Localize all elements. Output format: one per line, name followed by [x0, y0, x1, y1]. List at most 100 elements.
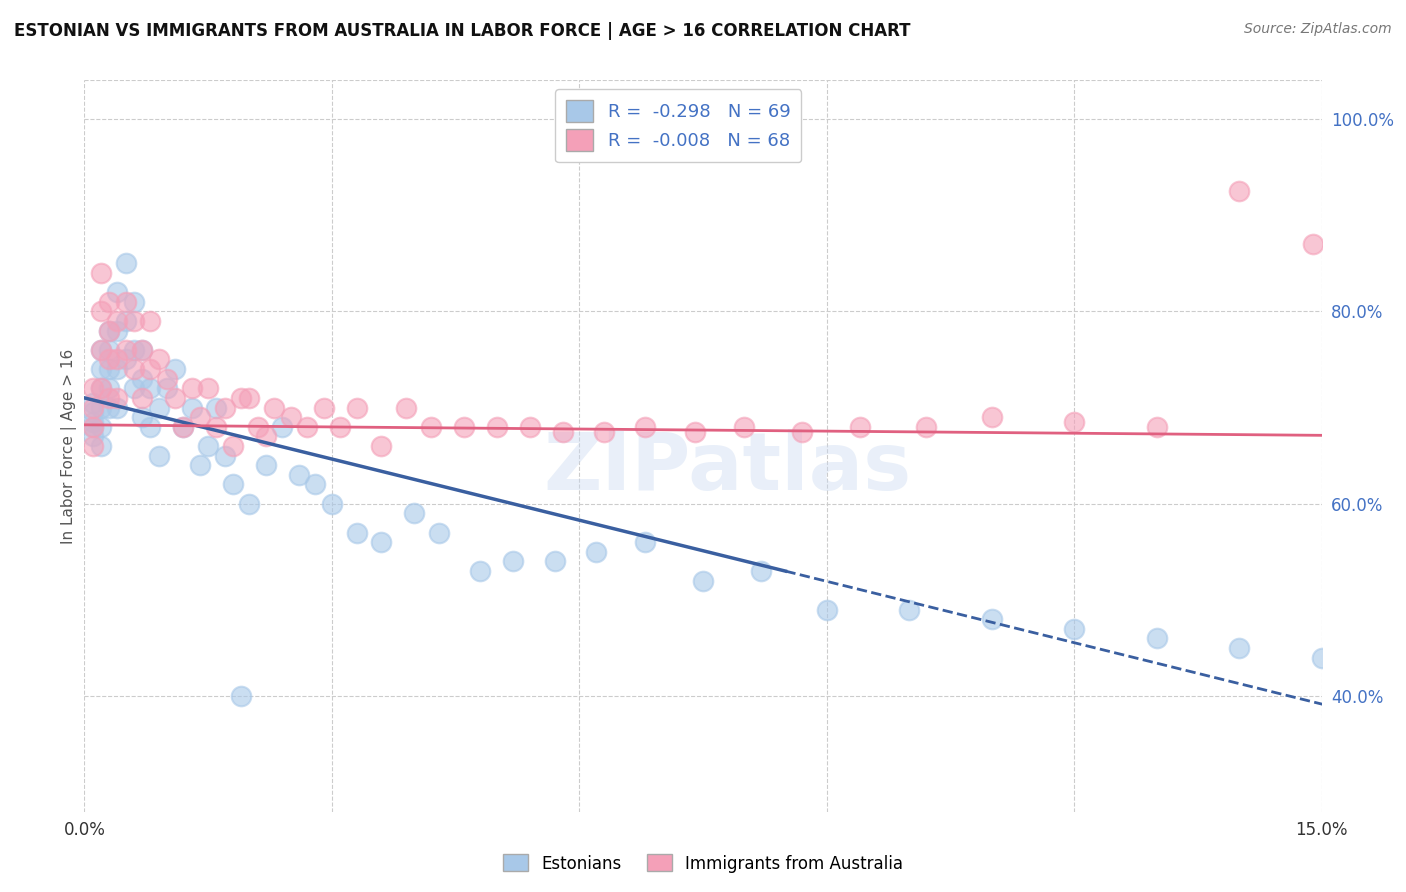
Point	[98, 294, 121, 309]
Point	[98, 343, 121, 357]
Point	[634, 419, 657, 434]
Point	[131, 410, 153, 425]
Point	[543, 554, 565, 568]
Point	[214, 449, 236, 463]
Point	[114, 343, 136, 357]
Point	[105, 362, 128, 376]
Point	[105, 401, 128, 415]
Point	[1227, 641, 1250, 656]
Point	[312, 401, 335, 415]
Text: ZIPatlas: ZIPatlas	[544, 429, 912, 507]
Point	[98, 391, 121, 405]
Point	[346, 525, 368, 540]
Point	[131, 343, 153, 357]
Point	[229, 690, 252, 704]
Point	[1310, 650, 1333, 665]
Point	[148, 449, 170, 463]
Point	[148, 401, 170, 415]
Legend: R =  -0.298   N = 69, R =  -0.008   N = 68: R = -0.298 N = 69, R = -0.008 N = 68	[555, 89, 801, 162]
Text: ESTONIAN VS IMMIGRANTS FROM AUSTRALIA IN LABOR FORCE | AGE > 16 CORRELATION CHAR: ESTONIAN VS IMMIGRANTS FROM AUSTRALIA IN…	[14, 22, 911, 40]
Point	[82, 419, 104, 434]
Point	[114, 352, 136, 367]
Point	[105, 285, 128, 299]
Point	[246, 419, 269, 434]
Point	[131, 343, 153, 357]
Point	[1351, 656, 1374, 670]
Point	[1146, 419, 1168, 434]
Point	[222, 439, 245, 453]
Point	[263, 401, 285, 415]
Point	[585, 545, 607, 559]
Point	[98, 324, 121, 338]
Point	[321, 497, 343, 511]
Point	[329, 419, 352, 434]
Point	[90, 401, 112, 415]
Point	[90, 381, 112, 395]
Point	[593, 425, 616, 439]
Point	[692, 574, 714, 588]
Point	[188, 458, 211, 473]
Point	[790, 425, 813, 439]
Point	[105, 352, 128, 367]
Point	[90, 343, 112, 357]
Point	[254, 458, 277, 473]
Point	[90, 381, 112, 395]
Point	[98, 401, 121, 415]
Point	[156, 381, 179, 395]
Point	[180, 381, 202, 395]
Point	[82, 395, 104, 409]
Point	[733, 419, 755, 434]
Point	[749, 564, 772, 578]
Point	[105, 324, 128, 338]
Point	[370, 535, 392, 549]
Point	[122, 314, 145, 328]
Point	[214, 401, 236, 415]
Point	[1063, 622, 1085, 636]
Point	[304, 477, 326, 491]
Point	[470, 564, 492, 578]
Point	[82, 405, 104, 419]
Point	[165, 362, 187, 376]
Point	[815, 602, 838, 616]
Point	[139, 419, 162, 434]
Point	[172, 419, 194, 434]
Point	[238, 391, 260, 405]
Point	[1063, 415, 1085, 429]
Point	[90, 266, 112, 280]
Point	[114, 256, 136, 270]
Point	[1351, 419, 1374, 434]
Point	[222, 477, 245, 491]
Text: Source: ZipAtlas.com: Source: ZipAtlas.com	[1244, 22, 1392, 37]
Point	[683, 425, 706, 439]
Point	[98, 324, 121, 338]
Point	[551, 425, 574, 439]
Point	[90, 362, 112, 376]
Point	[295, 419, 318, 434]
Point	[419, 419, 441, 434]
Point	[370, 439, 392, 453]
Point	[914, 419, 936, 434]
Point	[131, 391, 153, 405]
Point	[98, 381, 121, 395]
Point	[271, 419, 294, 434]
Point	[502, 554, 524, 568]
Point	[229, 391, 252, 405]
Point	[453, 419, 475, 434]
Point	[188, 410, 211, 425]
Point	[98, 362, 121, 376]
Point	[180, 401, 202, 415]
Point	[122, 343, 145, 357]
Point	[427, 525, 450, 540]
Point	[148, 352, 170, 367]
Point	[82, 419, 104, 434]
Point	[122, 362, 145, 376]
Point	[122, 294, 145, 309]
Point	[105, 314, 128, 328]
Point	[404, 507, 426, 521]
Point	[122, 381, 145, 395]
Point	[980, 612, 1002, 626]
Point	[395, 401, 418, 415]
Point	[197, 439, 219, 453]
Point	[848, 419, 870, 434]
Point	[139, 381, 162, 395]
